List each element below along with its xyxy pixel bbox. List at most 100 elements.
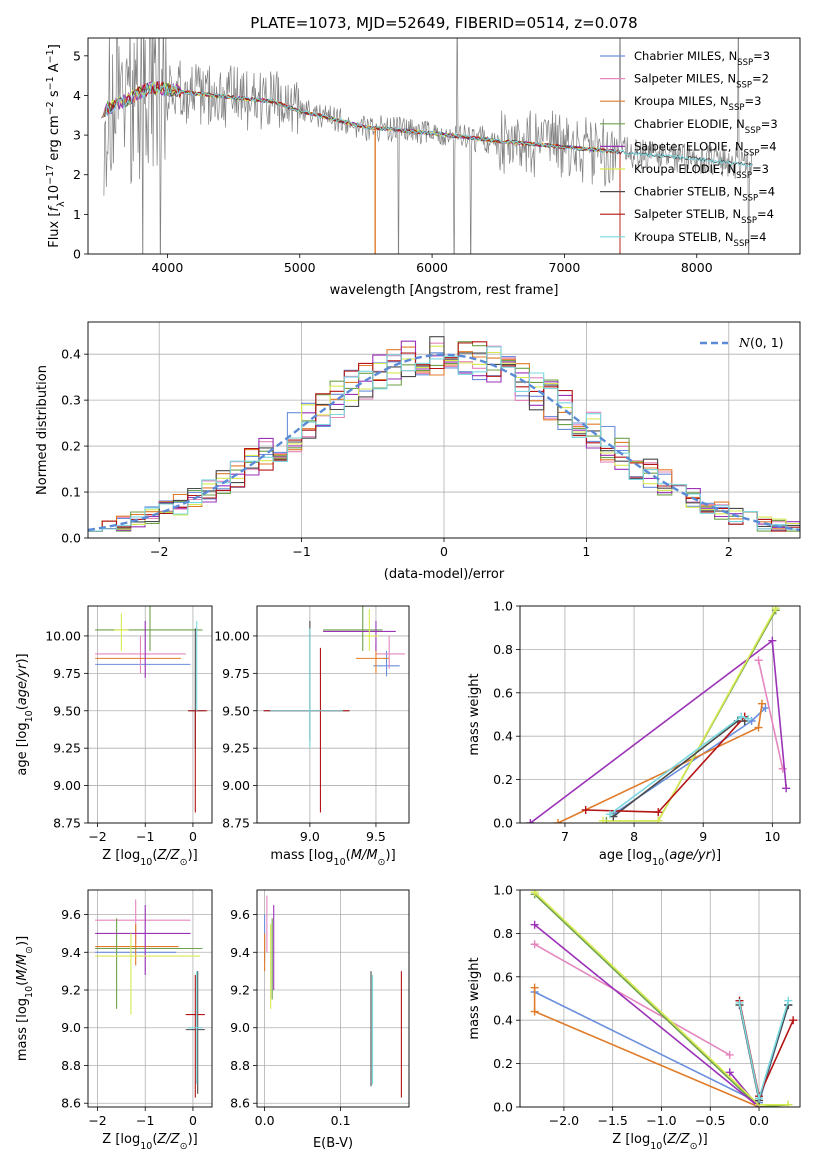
x-tick-label: 8 bbox=[630, 829, 638, 844]
series-point bbox=[784, 1100, 793, 1107]
panel-weight_vs_age: 7 8 9 10 0.0 0.2 0.4 0.6 0.8 1.0 age [log10(age/yr… bbox=[467, 599, 801, 868]
x-tick-label: 10 bbox=[764, 829, 780, 844]
errorbar-salpeter-miles bbox=[375, 635, 406, 669]
series-point bbox=[771, 606, 780, 613]
series-salpeter-elodie bbox=[526, 636, 791, 823]
series-point bbox=[598, 816, 607, 823]
x-tick-label: 0.1 bbox=[331, 1113, 351, 1128]
legend: N(0, 1) bbox=[700, 335, 784, 350]
panel-mass_vs_Z: −2 −1 0 8.6 8.8 9.0 9.2 9.4 9.6 Z [log10(Z/Z⊙)] ma… bbox=[15, 889, 213, 1152]
series-line bbox=[557, 703, 763, 823]
x-axis-label: (data-model)/error bbox=[384, 567, 505, 582]
y-tick-label: 9.25 bbox=[222, 741, 250, 756]
figure-title: PLATE=1073, MJD=52649, FIBERID=0514, z=0… bbox=[250, 14, 637, 32]
y-tick-label: 9.0 bbox=[61, 1020, 81, 1035]
series-chabrier-stelib bbox=[609, 717, 749, 821]
x-tick-label: −1 bbox=[292, 544, 310, 559]
legend-entry: Salpeter ELODIE, NSSP=4 bbox=[634, 139, 777, 158]
x-axis-label: wavelength [Angstrom, rest frame] bbox=[330, 283, 559, 298]
series-point bbox=[754, 656, 763, 665]
panel-age_vs_Z: −2 −1 0 8.75 9.00 9.25 9.50 9.75 10.00 Z [log10(Z… bbox=[15, 605, 213, 868]
axes-frame bbox=[87, 37, 801, 255]
x-tick-label: −2 bbox=[150, 544, 168, 559]
y-tick-label: 9.00 bbox=[222, 778, 250, 793]
y-tick-label: 1.0 bbox=[493, 599, 513, 614]
errorbar-chabrier-miles bbox=[373, 650, 400, 677]
y-tick-label: 0.0 bbox=[493, 816, 513, 831]
x-tick-label: 4000 bbox=[151, 260, 183, 275]
normal-curve bbox=[88, 353, 800, 532]
x-axis-label: Z [log10(Z/Z⊙)] bbox=[612, 1132, 707, 1152]
series-line bbox=[606, 609, 777, 822]
errorbar-chabrier-elodie bbox=[323, 606, 383, 651]
errorbar-kroupa-elodie bbox=[95, 933, 201, 1015]
model-line-kroupa-stelib bbox=[105, 82, 753, 167]
series-kroupa-miles bbox=[554, 699, 766, 823]
y-tick-label: 0.0 bbox=[493, 1100, 513, 1115]
x-axis-label: mass [log10(M/M⊙)] bbox=[270, 848, 395, 868]
errorbar-salpeter-miles bbox=[95, 899, 191, 943]
series-kroupa-elodie bbox=[530, 890, 793, 1107]
y-tick-label: 8.6 bbox=[61, 1096, 81, 1111]
axes-frame bbox=[519, 605, 801, 824]
y-tick-label: 0.8 bbox=[493, 642, 513, 657]
series-line bbox=[757, 660, 784, 769]
errorbar-salpeter-stelib bbox=[263, 647, 350, 813]
axes-frame bbox=[87, 889, 213, 1108]
y-tick-label: 9.6 bbox=[230, 907, 250, 922]
errorbar-salpeter-stelib bbox=[188, 710, 208, 813]
histogram-kroupa-stelib bbox=[88, 346, 800, 532]
x-axis-label: Z [log10(Z/Z⊙)] bbox=[102, 1132, 197, 1152]
series-kroupa-stelib bbox=[735, 996, 793, 1103]
errorbar-kroupa-miles bbox=[95, 923, 179, 966]
series-point bbox=[530, 890, 539, 897]
y-tick-label: 9.00 bbox=[53, 778, 81, 793]
series-salpeter-stelib bbox=[735, 996, 798, 1101]
x-tick-label: 7000 bbox=[549, 260, 581, 275]
y-tick-label: 9.75 bbox=[53, 666, 81, 681]
x-tick-label: −0.5 bbox=[695, 1113, 725, 1128]
x-tick-label: 0 bbox=[189, 1113, 197, 1128]
series-salpeter-miles bbox=[530, 940, 734, 1059]
series-point bbox=[778, 764, 787, 773]
x-tick-label: −2.0 bbox=[549, 1113, 579, 1128]
series-point bbox=[784, 996, 793, 1005]
axes-frame bbox=[256, 605, 410, 824]
series-kroupa-stelib bbox=[605, 712, 753, 819]
x-axis-label: age [log10(age/yr)] bbox=[599, 848, 721, 868]
panel-residuals: N(0, 1) −2 −1 0 1 2 0.0 0.1 0.2 0.3 0.4 (data-model… bbox=[35, 321, 801, 582]
x-tick-label: −1 bbox=[136, 1113, 154, 1128]
x-tick-label: 6000 bbox=[416, 260, 448, 275]
series-point bbox=[782, 784, 791, 793]
legend-entry: N(0, 1) bbox=[738, 335, 784, 350]
legend-entry: Chabrier STELIB, NSSP=4 bbox=[634, 185, 775, 204]
x-tick-label: −1 bbox=[136, 829, 154, 844]
legend-entry: Salpeter STELIB, NSSP=4 bbox=[634, 207, 774, 226]
series-point bbox=[530, 920, 539, 929]
y-tick-label: 0.4 bbox=[493, 1013, 513, 1028]
y-tick-label: 0.2 bbox=[493, 772, 513, 787]
x-axis-label: Z [log10(Z/Z⊙)] bbox=[102, 848, 197, 868]
y-tick-label: 0 bbox=[73, 247, 81, 262]
series-line bbox=[534, 943, 731, 1056]
series-point bbox=[725, 1068, 734, 1077]
y-tick-label: 10.00 bbox=[214, 628, 250, 643]
series-line bbox=[534, 924, 760, 1107]
y-axis-label: Flux [fλ10−17 erg cm−2 s−1 A−1] bbox=[45, 44, 67, 248]
series-point bbox=[654, 808, 663, 817]
y-tick-label: 1 bbox=[73, 207, 81, 222]
errorbar-chabrier-stelib bbox=[263, 620, 350, 741]
x-tick-label: 0.0 bbox=[255, 1113, 275, 1128]
y-tick-label: 9.50 bbox=[222, 703, 250, 718]
y-tick-label: 9.2 bbox=[61, 983, 81, 998]
y-tick-label: 0.1 bbox=[61, 485, 81, 500]
gridlines bbox=[88, 890, 212, 1107]
errorbar-kroupa-miles bbox=[356, 643, 390, 674]
series-point bbox=[744, 714, 753, 723]
legend-entry: Chabrier ELODIE, NSSP=3 bbox=[634, 117, 778, 136]
x-tick-label: 9.0 bbox=[300, 829, 320, 844]
panel-spectrum: Chabrier MILES, NSSP=3 Salpeter MILES, NS… bbox=[45, 37, 801, 298]
model-line-salpeter-stelib bbox=[104, 81, 620, 154]
x-axis-label: E(B-V) bbox=[313, 1136, 353, 1151]
y-tick-label: 9.4 bbox=[230, 945, 250, 960]
